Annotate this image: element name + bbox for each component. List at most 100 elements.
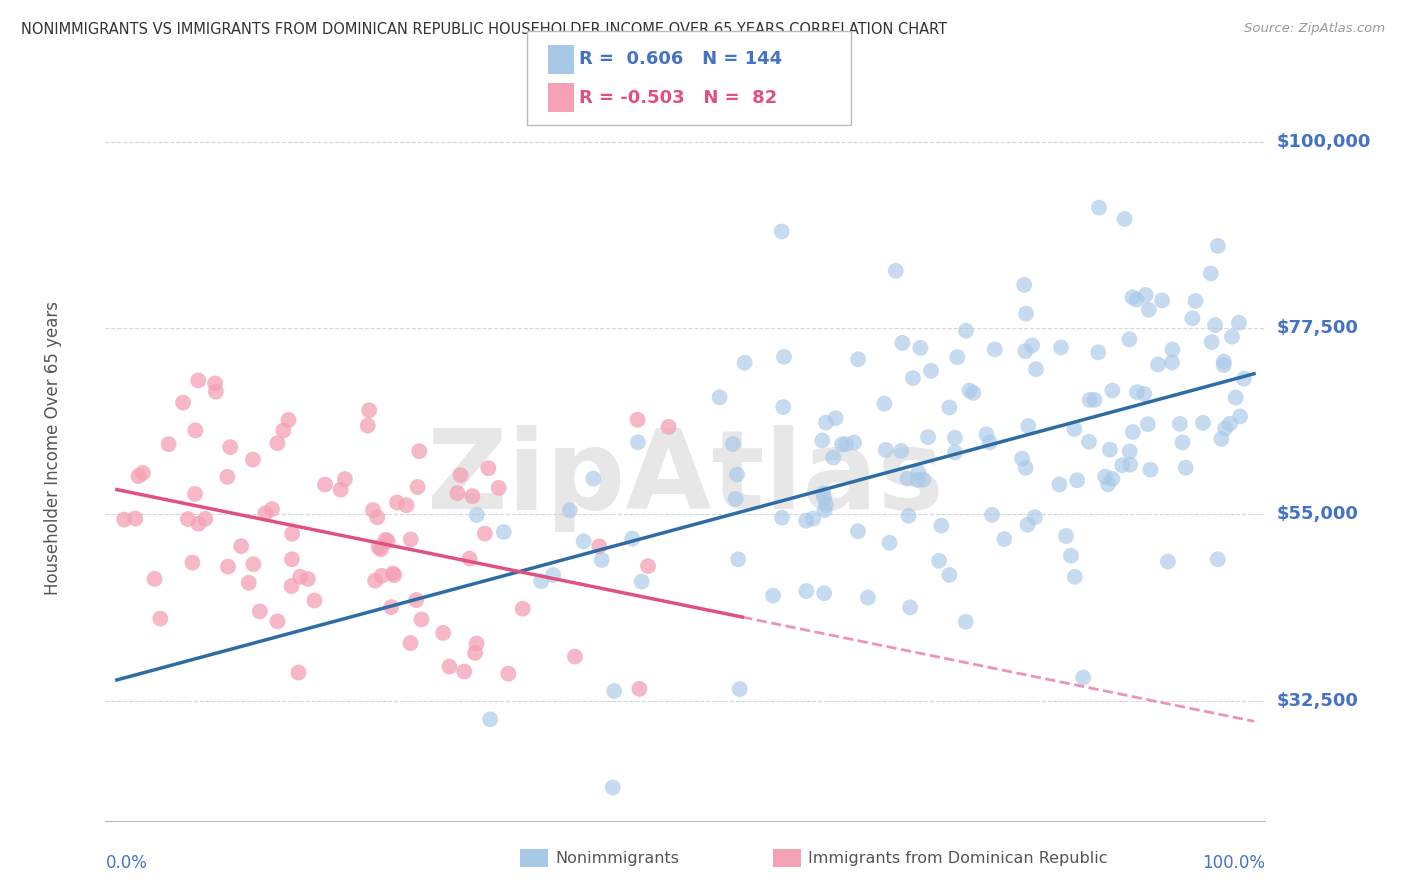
- Point: [811, 434, 834, 448]
- Point: [630, 574, 652, 589]
- Point: [280, 579, 302, 593]
- Point: [277, 413, 299, 427]
- Point: [1078, 434, 1101, 449]
- Point: [361, 503, 384, 517]
- Point: [128, 469, 150, 483]
- Point: [187, 516, 209, 531]
- Point: [943, 445, 966, 459]
- Point: [1157, 555, 1180, 569]
- Point: [1087, 345, 1109, 359]
- Point: [1014, 461, 1036, 475]
- Point: [112, 512, 135, 526]
- Point: [450, 468, 472, 483]
- Point: [366, 510, 388, 524]
- Point: [464, 646, 486, 660]
- Point: [801, 511, 824, 525]
- Point: [385, 495, 408, 509]
- Point: [124, 511, 146, 525]
- Point: [907, 473, 929, 487]
- Point: [465, 636, 488, 650]
- Point: [333, 472, 356, 486]
- Point: [1054, 529, 1077, 543]
- Point: [273, 424, 295, 438]
- Point: [370, 569, 392, 583]
- Point: [938, 567, 960, 582]
- Point: [1122, 425, 1144, 439]
- Point: [1024, 510, 1046, 524]
- Point: [1136, 417, 1159, 432]
- Point: [813, 486, 835, 500]
- Point: [846, 352, 869, 367]
- Point: [364, 574, 387, 588]
- Point: [602, 780, 624, 795]
- Point: [1119, 458, 1142, 472]
- Point: [1213, 421, 1236, 435]
- Point: [1152, 293, 1174, 308]
- Point: [603, 684, 626, 698]
- Point: [1137, 302, 1160, 317]
- Point: [628, 681, 651, 696]
- Text: Nonimmigrants: Nonimmigrants: [555, 851, 679, 865]
- Point: [205, 384, 228, 399]
- Point: [658, 420, 681, 434]
- Point: [1047, 477, 1070, 491]
- Text: 100.0%: 100.0%: [1202, 855, 1265, 872]
- Point: [1063, 570, 1085, 584]
- Point: [955, 324, 977, 338]
- Point: [1229, 409, 1251, 424]
- Point: [981, 508, 1004, 522]
- Point: [461, 489, 484, 503]
- Point: [912, 473, 935, 487]
- Point: [399, 533, 422, 547]
- Point: [884, 264, 907, 278]
- Point: [955, 615, 977, 629]
- Point: [194, 512, 217, 526]
- Point: [458, 551, 481, 566]
- Point: [370, 542, 392, 557]
- Point: [1111, 458, 1133, 473]
- Point: [979, 435, 1001, 450]
- Point: [813, 491, 835, 505]
- Point: [721, 437, 744, 451]
- Point: [959, 384, 981, 398]
- Point: [395, 498, 418, 512]
- Point: [1212, 354, 1234, 368]
- Point: [1118, 444, 1140, 458]
- Point: [1192, 416, 1215, 430]
- Point: [432, 626, 454, 640]
- Point: [890, 444, 912, 458]
- Point: [734, 356, 756, 370]
- Point: [1174, 460, 1197, 475]
- Point: [901, 371, 924, 385]
- Text: $55,000: $55,000: [1277, 506, 1358, 524]
- Point: [591, 553, 613, 567]
- Point: [204, 376, 226, 391]
- Text: ZipAtlas: ZipAtlas: [427, 425, 943, 532]
- Point: [824, 411, 846, 425]
- Point: [1206, 552, 1229, 566]
- Point: [249, 604, 271, 618]
- Point: [512, 601, 534, 615]
- Point: [143, 572, 166, 586]
- Point: [896, 472, 918, 486]
- Point: [1025, 362, 1047, 376]
- Point: [1206, 239, 1229, 253]
- Text: 0.0%: 0.0%: [105, 855, 148, 872]
- Point: [873, 397, 896, 411]
- Point: [1011, 451, 1033, 466]
- Point: [132, 466, 155, 480]
- Point: [1133, 387, 1156, 401]
- Point: [835, 437, 858, 451]
- Point: [187, 374, 209, 388]
- Point: [879, 536, 901, 550]
- Point: [367, 541, 389, 555]
- Point: [219, 440, 242, 454]
- Point: [1212, 358, 1234, 372]
- Point: [1201, 335, 1223, 350]
- Point: [943, 431, 966, 445]
- Point: [558, 503, 581, 517]
- Point: [254, 507, 277, 521]
- Point: [380, 600, 402, 615]
- Point: [794, 514, 817, 528]
- Point: [993, 532, 1015, 546]
